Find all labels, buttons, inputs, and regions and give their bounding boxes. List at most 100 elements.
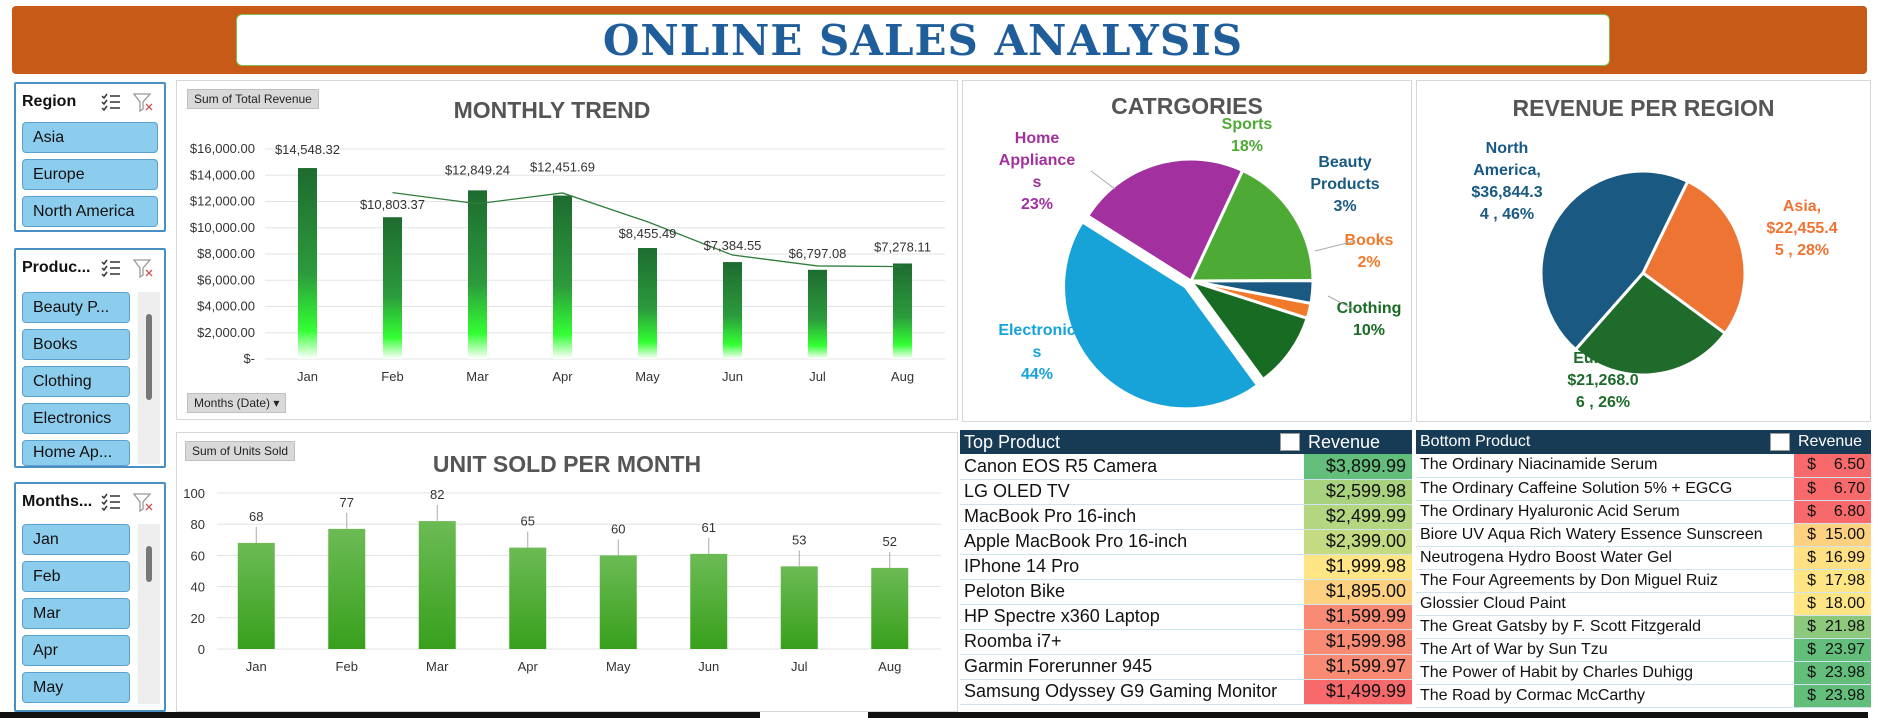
unit-bar[interactable] — [780, 566, 818, 649]
bottom-revenue-cell: $ 17.98 — [1794, 569, 1871, 593]
pie-slice[interactable] — [1085, 157, 1245, 284]
unit-bar[interactable] — [599, 555, 637, 649]
data-label: $12,849.24 — [445, 162, 510, 177]
x-tick-label: Aug — [891, 369, 914, 384]
units-field-button[interactable]: Sum of Units Sold — [185, 441, 296, 461]
x-tick-label: Apr — [552, 369, 573, 384]
slicer-item-feb[interactable]: Feb — [22, 561, 130, 592]
pie-slice[interactable] — [1187, 278, 1310, 382]
clear-filter-icon[interactable] — [132, 91, 158, 113]
slicer-scrollbar[interactable] — [138, 292, 160, 464]
y-tick-label: $- — [243, 351, 255, 366]
slicer-item-jan[interactable]: Jan — [22, 524, 130, 555]
unit-bar[interactable] — [237, 542, 275, 649]
unit-bar[interactable] — [871, 567, 909, 649]
table-row: Apple MacBook Pro 16-inch $2,399.00 — [960, 529, 1412, 555]
monthly-trend-chart: $- $2,000.00 $4,000.00 $6,000.00 $8,000.00 $1… — [190, 141, 945, 384]
pie-slice[interactable] — [1539, 169, 1690, 352]
trend-bar[interactable] — [298, 168, 317, 359]
bottom-revenue-cell: $ 21.98 — [1794, 615, 1871, 639]
top-product-cell: Peloton Bike — [960, 579, 1304, 605]
y-tick-label: $14,000.00 — [190, 167, 255, 182]
data-label: $14,548.32 — [275, 142, 340, 157]
table-row: The Ordinary Hyaluronic Acid Serum $ 6.80 — [1416, 500, 1871, 524]
slicer-item-apr[interactable]: Apr — [22, 635, 130, 666]
months-field-button[interactable]: Months (Date) ▾ — [187, 393, 287, 413]
trend-bar[interactable] — [553, 195, 572, 359]
table-row: Garmin Forerunner 945 $1,599.97 — [960, 654, 1412, 680]
x-tick-label: Apr — [518, 659, 539, 674]
unit-bar[interactable] — [328, 528, 366, 649]
unit-bar[interactable] — [690, 553, 728, 649]
slicer-item-clothing[interactable]: Clothing — [22, 366, 130, 397]
x-tick-label: Jan — [297, 369, 318, 384]
top-revenue-cell: $1,499.99 — [1304, 679, 1412, 705]
x-tick-label: Jul — [809, 369, 826, 384]
pie-slice[interactable] — [1188, 168, 1315, 283]
top-product-cell: MacBook Pro 16-inch — [960, 504, 1304, 530]
slicer-item-asia[interactable]: Asia — [22, 122, 158, 153]
label-leader — [1314, 240, 1356, 252]
trend-bar[interactable] — [638, 248, 657, 359]
slicer-item-north-america[interactable]: North America — [22, 196, 158, 227]
x-tick-label: Aug — [878, 659, 901, 674]
unit-bar[interactable] — [509, 547, 547, 649]
slicer-title: Months... — [22, 493, 93, 510]
y-tick-label: $2,000.00 — [197, 325, 255, 340]
pie-slice[interactable] — [1062, 219, 1260, 411]
y-tick-label: 20 — [191, 611, 205, 626]
multi-select-icon[interactable] — [100, 257, 126, 279]
x-tick-label: Jul — [791, 659, 808, 674]
page-title: ONLINE SALES ANALYSIS — [602, 15, 1244, 65]
y-tick-label: $8,000.00 — [197, 246, 255, 261]
top-product-cell: LG OLED TV — [960, 479, 1304, 505]
trend-bar[interactable] — [808, 269, 827, 359]
trend-bar[interactable] — [468, 190, 487, 359]
pie-label: Beauty Products 3% — [1310, 154, 1379, 215]
pie-label: Sports 18% — [1222, 116, 1273, 155]
top-revenue-header: Revenue — [1304, 430, 1412, 454]
slicer-item-mar[interactable]: Mar — [22, 598, 130, 629]
bottom-edge-bar — [868, 712, 1868, 718]
unit-bar[interactable] — [418, 521, 456, 649]
scrollbar-thumb[interactable] — [146, 546, 152, 582]
x-tick-label: May — [635, 369, 660, 384]
label-leader — [1090, 170, 1116, 190]
revenue-field-button[interactable]: Sum of Total Revenue — [187, 89, 319, 109]
table-row: MacBook Pro 16-inch $2,499.99 — [960, 504, 1412, 530]
trend-bar[interactable] — [893, 263, 912, 359]
multi-select-icon[interactable] — [100, 491, 126, 513]
trendline — [392, 191, 903, 268]
clear-filter-icon[interactable] — [132, 491, 158, 513]
months-slicer: Months... Jan Feb Mar Apr May — [14, 482, 166, 712]
region-slicer: Region Asia Europe North America — [14, 82, 166, 232]
filter-dropdown-icon[interactable] — [1280, 433, 1300, 451]
slicer-scrollbar[interactable] — [138, 524, 160, 704]
product-slicer: Produc... Beauty P... Books Clothing Ele… — [14, 248, 166, 468]
region-title: REVENUE PER REGION — [1512, 95, 1775, 121]
clear-filter-icon[interactable] — [132, 257, 158, 279]
slicer-item-may[interactable]: May — [22, 672, 130, 703]
slicer-item-home[interactable]: Home Ap... — [22, 440, 130, 466]
trend-bar[interactable] — [723, 262, 742, 359]
top-products-table: Top Product Revenue Canon EOS R5 Camera $… — [960, 430, 1412, 705]
trend-bar[interactable] — [383, 217, 402, 359]
top-product-cell: Roomba i7+ — [960, 629, 1304, 655]
pie-slice[interactable] — [1641, 179, 1747, 336]
filter-dropdown-icon[interactable] — [1770, 433, 1790, 451]
multi-select-icon[interactable] — [100, 91, 126, 113]
bottom-revenue-cell: $ 23.98 — [1794, 684, 1871, 708]
slicer-item-beauty[interactable]: Beauty P... — [22, 292, 130, 323]
slicer-item-electronics[interactable]: Electronics — [22, 403, 130, 434]
slicer-item-europe[interactable]: Europe — [22, 159, 158, 190]
scrollbar-thumb[interactable] — [146, 314, 152, 400]
x-tick-label: Mar — [466, 369, 489, 384]
bottom-product-cell: The Power of Habit by Charles Duhigg — [1416, 661, 1794, 685]
pie-slice[interactable] — [1573, 270, 1728, 377]
categories-pie-chart: Sports 18% Beauty Products 3% Books 2% Clothing… — [998, 116, 1401, 411]
slicer-item-books[interactable]: Books — [22, 329, 130, 360]
label-leader — [1327, 295, 1354, 310]
table-row: Canon EOS R5 Camera $3,899.99 — [960, 454, 1412, 480]
title-box: ONLINE SALES ANALYSIS — [236, 14, 1610, 66]
